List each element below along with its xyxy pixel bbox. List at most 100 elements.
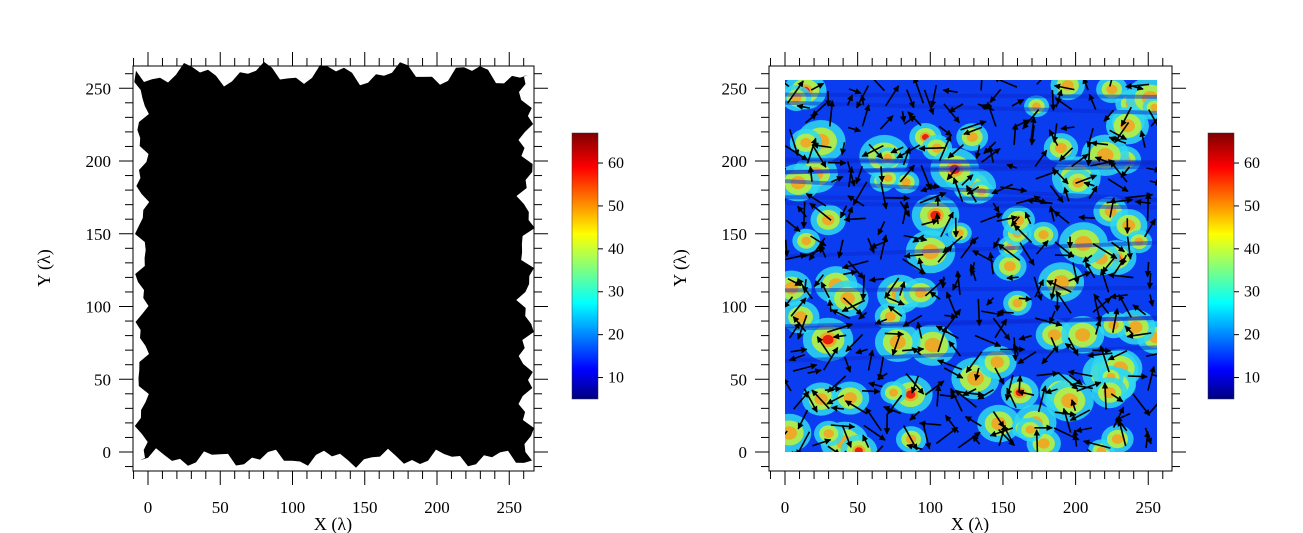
- quiver-arrow: [1082, 80, 1089, 91]
- quiver-arrow: [983, 141, 997, 155]
- hotspot-core: [888, 388, 899, 397]
- quiver-arrow: [899, 201, 911, 217]
- x-axis-title: X (λ): [951, 514, 989, 533]
- quiver-arrow: [921, 218, 939, 226]
- quiver-arrow: [939, 392, 958, 400]
- quiver-arrow: [1087, 351, 1113, 359]
- quiver-arrow: [922, 425, 932, 450]
- quiver-arrow: [920, 165, 932, 191]
- quiver-arrow: [848, 88, 862, 95]
- quiver-arrow: [1004, 374, 1014, 401]
- quiver-arrow: [974, 145, 982, 160]
- hotspot-core: [1054, 142, 1067, 154]
- quiver-arrow: [1034, 317, 1063, 327]
- quiver-arrow: [974, 367, 981, 381]
- quiver-arrow: [1062, 407, 1072, 433]
- quiver-arrow: [788, 322, 801, 339]
- quiver-arrow: [950, 387, 963, 412]
- quiver-arrow: [785, 186, 786, 188]
- colorbar-tick-label: 20: [608, 327, 624, 344]
- y-tick-label: 200: [86, 152, 112, 171]
- quiver-arrow: [890, 146, 904, 154]
- quiver-arrow: [944, 414, 959, 433]
- quiver-arrow: [1134, 199, 1151, 206]
- quiver-arrow: [920, 184, 939, 193]
- quiver-arrow: [979, 104, 995, 111]
- quiver-arrow: [826, 394, 845, 405]
- quiver-arrow: [1148, 109, 1157, 135]
- quiver-arrow: [899, 164, 916, 183]
- quiver-arrow: [1120, 254, 1128, 266]
- hotspot-core: [1075, 328, 1091, 342]
- minor-ticks: [761, 58, 1180, 479]
- quiver-arrow: [1053, 210, 1070, 224]
- quiver-arrow: [830, 175, 844, 183]
- quiver-arrow: [843, 216, 866, 223]
- x-tick-label: 250: [1136, 498, 1162, 517]
- quiver-arrow: [847, 126, 862, 133]
- quiver-arrow: [948, 340, 962, 357]
- colorbar-ticks: 10 20 30 40 50 60: [598, 155, 624, 387]
- quiver-arrow: [797, 409, 809, 430]
- quiver-arrow: [980, 80, 983, 91]
- quiver-arrow: [907, 111, 922, 127]
- quiver-arrow: [1149, 179, 1157, 186]
- quiver-arrow: [785, 252, 807, 261]
- quiver-arrow: [861, 104, 871, 127]
- quiver-arrow: [972, 435, 981, 445]
- quiver-arrow: [913, 80, 925, 104]
- colorbar-tick-label: 60: [608, 155, 624, 172]
- quiver-arrow: [1036, 80, 1042, 85]
- quiver-arrow: [1092, 243, 1118, 260]
- quiver-arrow: [785, 198, 787, 201]
- quiver-arrow: [861, 388, 881, 395]
- quiver-arrow: [1054, 292, 1061, 312]
- quiver-arrow: [788, 129, 800, 157]
- hotspot-core: [843, 392, 857, 404]
- quiver-arrow: [880, 182, 889, 210]
- quiver-arrow: [1088, 185, 1098, 200]
- quiver-arrow: [785, 430, 788, 435]
- y-axis-ticks: 0 50 100 150 200 250: [86, 79, 548, 462]
- quiver-arrow: [847, 166, 855, 188]
- quiver-arrow: [1150, 118, 1157, 127]
- quiver-arrow: [868, 276, 885, 283]
- y-tick-label: 250: [722, 79, 748, 98]
- quiver-arrow: [896, 144, 921, 159]
- quiver-arrow: [924, 278, 946, 297]
- quiver-arrow: [785, 219, 801, 233]
- quiver-arrow: [1037, 385, 1048, 413]
- quiver-arrow: [924, 380, 945, 396]
- y-tick-label: 150: [722, 225, 748, 244]
- quiver-arrow: [935, 426, 959, 445]
- quiver-arrow: [1013, 224, 1033, 243]
- quiver-arrow: [874, 318, 888, 325]
- quiver-arrow: [800, 201, 808, 229]
- quiver-arrow: [1120, 106, 1133, 127]
- quiver-arrow: [954, 270, 962, 295]
- quiver-arrow: [1144, 427, 1153, 445]
- colorbar: [1207, 132, 1235, 400]
- quiver-arrow: [981, 147, 1001, 163]
- x-tick-label: 50: [212, 498, 229, 517]
- quiver-arrow: [862, 434, 870, 448]
- hotspot-core: [1037, 438, 1050, 449]
- y-tick-label: 100: [722, 298, 748, 317]
- quiver-arrow: [992, 317, 1011, 341]
- quiver-arrow: [900, 451, 903, 452]
- quiver-arrow: [1030, 116, 1037, 142]
- quiver-arrow: [1109, 160, 1128, 183]
- quiver-arrow: [828, 100, 836, 127]
- quiver-arrow: [1012, 337, 1019, 362]
- quiver-arrow: [1018, 334, 1032, 341]
- quiver-arrow: [1090, 140, 1109, 147]
- quiver-arrow: [905, 89, 915, 109]
- quiver-arrow: [785, 296, 794, 309]
- quiver-arrow: [1070, 399, 1077, 411]
- quiver-arrow: [841, 260, 869, 270]
- quiver-arrow: [808, 237, 826, 261]
- quiver-arrow: [1049, 90, 1057, 111]
- y-tick-label: 200: [722, 152, 748, 171]
- quiver-arrow: [1088, 93, 1097, 110]
- quiver-arrow: [938, 125, 953, 137]
